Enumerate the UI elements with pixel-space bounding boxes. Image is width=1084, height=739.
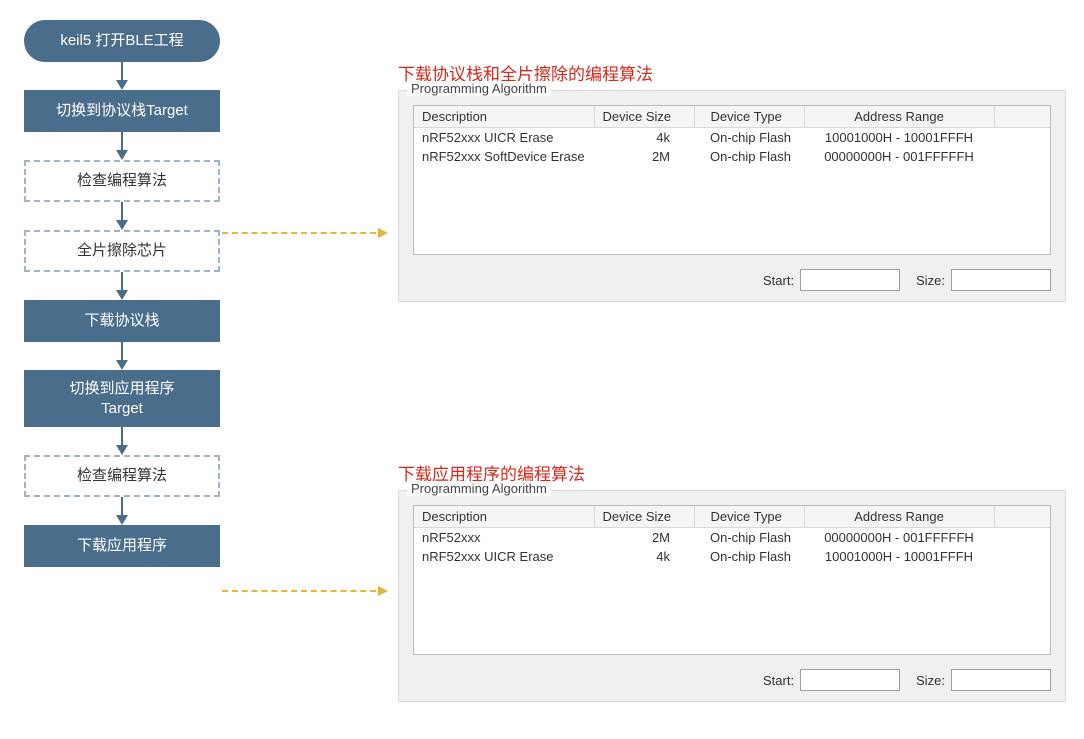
- table-row[interactable]: nRF52xxx SoftDevice Erase 2M On-chip Fla…: [414, 147, 1050, 166]
- size-input[interactable]: [951, 269, 1051, 291]
- cell-device-size: 4k: [594, 547, 694, 566]
- flow-node-label: 下载应用程序: [77, 536, 167, 556]
- start-input[interactable]: [800, 269, 900, 291]
- cell-address-range: 00000000H - 001FFFFFH: [804, 528, 994, 548]
- flow-node-3: 全片擦除芯片: [24, 230, 220, 272]
- algorithm-listview[interactable]: Description Device Size Device Type Addr…: [413, 105, 1051, 255]
- dashed-arrow-icon: [222, 232, 386, 234]
- flow-node-2: 检查编程算法: [24, 160, 220, 202]
- col-description[interactable]: Description: [414, 506, 594, 528]
- flowchart: keil5 打开BLE工程 切换到协议栈Target 检查编程算法 全片擦除芯片…: [24, 20, 220, 567]
- col-description[interactable]: Description: [414, 106, 594, 128]
- algorithm-listview[interactable]: Description Device Size Device Type Addr…: [413, 505, 1051, 655]
- flow-node-7: 下载应用程序: [24, 525, 220, 567]
- flow-node-6: 检查编程算法: [24, 455, 220, 497]
- cell-description: nRF52xxx UICR Erase: [414, 128, 594, 148]
- cell-device-type: On-chip Flash: [694, 128, 804, 148]
- flow-node-5: 切换到应用程序 Target: [24, 370, 220, 427]
- col-device-type[interactable]: Device Type: [694, 506, 804, 528]
- col-pad: [994, 106, 1050, 128]
- flow-node-1: 切换到协议栈Target: [24, 90, 220, 132]
- size-label: Size:: [916, 673, 945, 688]
- size-label: Size:: [916, 273, 945, 288]
- cell-device-size: 4k: [594, 128, 694, 148]
- start-label: Start:: [763, 673, 794, 688]
- cell-description: nRF52xxx SoftDevice Erase: [414, 147, 594, 166]
- cell-device-type: On-chip Flash: [694, 547, 804, 566]
- col-device-size[interactable]: Device Size: [594, 506, 694, 528]
- cell-device-size: 2M: [594, 528, 694, 548]
- flow-node-label: 检查编程算法: [77, 171, 167, 191]
- table-row[interactable]: nRF52xxx UICR Erase 4k On-chip Flash 100…: [414, 128, 1050, 148]
- start-label: Start:: [763, 273, 794, 288]
- cell-description: nRF52xxx UICR Erase: [414, 547, 594, 566]
- start-size-row: Start: Size:: [763, 669, 1051, 691]
- col-device-type[interactable]: Device Type: [694, 106, 804, 128]
- table-row[interactable]: nRF52xxx UICR Erase 4k On-chip Flash 100…: [414, 547, 1050, 566]
- groupbox-label: Programming Algorithm: [407, 481, 551, 496]
- groupbox-label: Programming Algorithm: [407, 81, 551, 96]
- flow-node-label: 切换到协议栈Target: [56, 101, 188, 121]
- col-pad: [994, 506, 1050, 528]
- cell-address-range: 10001000H - 10001FFFH: [804, 128, 994, 148]
- col-device-size[interactable]: Device Size: [594, 106, 694, 128]
- col-address-range[interactable]: Address Range: [804, 106, 994, 128]
- cell-description: nRF52xxx: [414, 528, 594, 548]
- flow-node-0: keil5 打开BLE工程: [24, 20, 220, 62]
- cell-device-type: On-chip Flash: [694, 147, 804, 166]
- col-address-range[interactable]: Address Range: [804, 506, 994, 528]
- cell-device-type: On-chip Flash: [694, 528, 804, 548]
- flow-node-4: 下载协议栈: [24, 300, 220, 342]
- programming-algorithm-group: Programming Algorithm Description Device…: [398, 490, 1066, 702]
- flow-node-label: 检查编程算法: [77, 466, 167, 486]
- cell-device-size: 2M: [594, 147, 694, 166]
- flow-node-label: 全片擦除芯片: [77, 241, 167, 261]
- start-input[interactable]: [800, 669, 900, 691]
- flow-node-label: 切换到应用程序 Target: [69, 379, 174, 418]
- cell-address-range: 00000000H - 001FFFFFH: [804, 147, 994, 166]
- table-row[interactable]: nRF52xxx 2M On-chip Flash 00000000H - 00…: [414, 528, 1050, 548]
- flow-node-label: 下载协议栈: [84, 311, 159, 331]
- size-input[interactable]: [951, 669, 1051, 691]
- programming-algorithm-group: Programming Algorithm Description Device…: [398, 90, 1066, 302]
- flow-node-label: keil5 打开BLE工程: [60, 31, 183, 51]
- start-size-row: Start: Size:: [763, 269, 1051, 291]
- dashed-arrow-icon: [222, 590, 386, 592]
- cell-address-range: 10001000H - 10001FFFH: [804, 547, 994, 566]
